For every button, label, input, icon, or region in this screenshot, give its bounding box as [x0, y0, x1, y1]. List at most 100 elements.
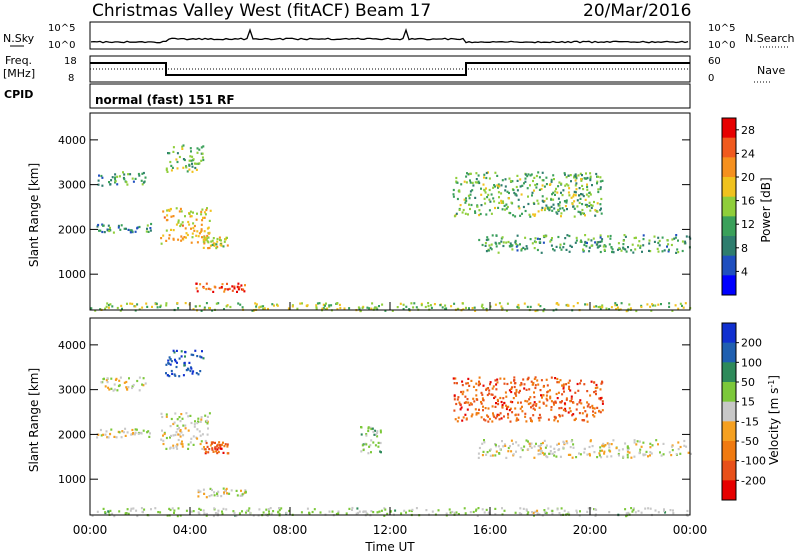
scatter-cell	[370, 510, 373, 513]
scatter-cell	[462, 208, 465, 212]
scatter-cell	[219, 447, 222, 450]
scatter-cell	[147, 230, 150, 233]
scatter-cell	[585, 245, 588, 248]
scatter-cell	[660, 454, 663, 457]
scatter-cell	[465, 417, 468, 420]
scatter-cell	[492, 412, 494, 415]
scatter-cell	[506, 190, 509, 193]
scatter-cell	[165, 415, 168, 418]
scatter-cell	[425, 509, 428, 512]
scatter-cell	[478, 446, 481, 450]
scatter-cell	[306, 304, 309, 307]
scatter-cell	[468, 172, 471, 175]
scatter-cell	[523, 387, 526, 390]
scatter-cell	[377, 445, 380, 448]
scatter-cell	[191, 162, 193, 165]
scatter-cell	[585, 177, 588, 180]
scatter-cell	[562, 385, 565, 388]
scatter-cell	[213, 507, 216, 510]
scatter-cell	[588, 445, 591, 449]
scatter-cell	[599, 187, 602, 191]
scatter-cell	[568, 379, 571, 382]
scatter-cell	[610, 455, 613, 458]
scatter-cell	[646, 303, 649, 306]
scatter-cell	[182, 144, 185, 147]
scatter-cell	[212, 514, 215, 518]
scatter-cell	[162, 442, 165, 446]
scatter-cell	[590, 206, 593, 209]
colorbar-segment	[722, 196, 736, 217]
scatter-cell	[538, 406, 541, 409]
scatter-cell	[640, 445, 643, 448]
scatter-cell	[262, 511, 265, 514]
scatter-cell	[536, 379, 539, 382]
colorbar-segment	[722, 421, 736, 442]
scatter-cell	[579, 211, 582, 214]
scatter-cell	[527, 195, 529, 198]
scatter-cell	[116, 183, 119, 186]
scatter-cell	[573, 200, 576, 203]
scatter-cell	[125, 227, 127, 230]
scatter-cell	[515, 419, 518, 422]
scatter-cell	[491, 420, 494, 423]
colorbar-tick-label: 100	[741, 356, 762, 369]
scatter-cell	[559, 401, 562, 404]
scatter-cell	[484, 244, 487, 247]
scatter-cell	[146, 224, 149, 227]
scatter-cell	[582, 188, 585, 191]
scatter-cell	[547, 507, 550, 510]
scatter-cell	[533, 247, 536, 250]
scatter-cell	[482, 450, 485, 453]
scatter-cell	[601, 306, 604, 309]
scatter-cell	[191, 170, 194, 173]
scatter-cell	[482, 183, 485, 186]
scatter-cell	[501, 179, 504, 182]
scatter-cell	[475, 178, 478, 181]
scatter-cell	[124, 434, 127, 437]
scatter-cell	[485, 213, 488, 216]
scatter-cell	[131, 230, 134, 233]
scatter-cell	[593, 415, 596, 418]
scatter-cell	[524, 412, 527, 415]
scatter-cell	[453, 302, 456, 305]
scatter-cell	[462, 416, 465, 419]
scatter-cell	[480, 204, 483, 207]
scatter-cell	[109, 226, 111, 229]
scatter-cell	[537, 210, 540, 213]
scatter-cell	[485, 171, 488, 175]
scatter-cell	[127, 173, 130, 176]
scatter-cell	[182, 166, 185, 169]
scatter-cell	[538, 513, 541, 516]
scatter-cell	[488, 198, 491, 201]
scatter-cell	[467, 382, 469, 385]
scatter-cell	[453, 394, 456, 397]
scatter-cell	[182, 434, 185, 437]
scatter-cell	[575, 188, 578, 191]
scatter-cell	[465, 181, 468, 184]
scatter-cell	[196, 230, 199, 233]
scatter-cell	[569, 410, 572, 413]
scatter-cell	[550, 198, 553, 201]
scatter-cell	[629, 307, 632, 310]
scatter-cell	[175, 349, 178, 352]
scatter-cell	[223, 445, 226, 448]
scatter-cell	[188, 223, 191, 226]
scatter-cell	[450, 305, 453, 308]
scatter-cell	[578, 452, 580, 455]
scatter-cell	[529, 417, 532, 420]
scatter-cell	[140, 179, 143, 182]
scatter-cell	[372, 511, 375, 514]
scatter-cell	[523, 383, 526, 386]
xtick-label: 08:00	[273, 523, 308, 537]
scatter-cell	[200, 223, 203, 226]
scatter-cell	[468, 384, 471, 387]
scatter-cell	[474, 196, 477, 199]
scatter-cell	[486, 414, 488, 417]
scatter-cell	[627, 246, 629, 249]
scatter-cell	[551, 193, 554, 196]
scatter-cell	[114, 378, 117, 381]
scatter-cell	[496, 381, 499, 384]
scatter-cell	[245, 511, 247, 514]
scatter-cell	[202, 240, 205, 243]
scatter-cell	[524, 248, 527, 251]
